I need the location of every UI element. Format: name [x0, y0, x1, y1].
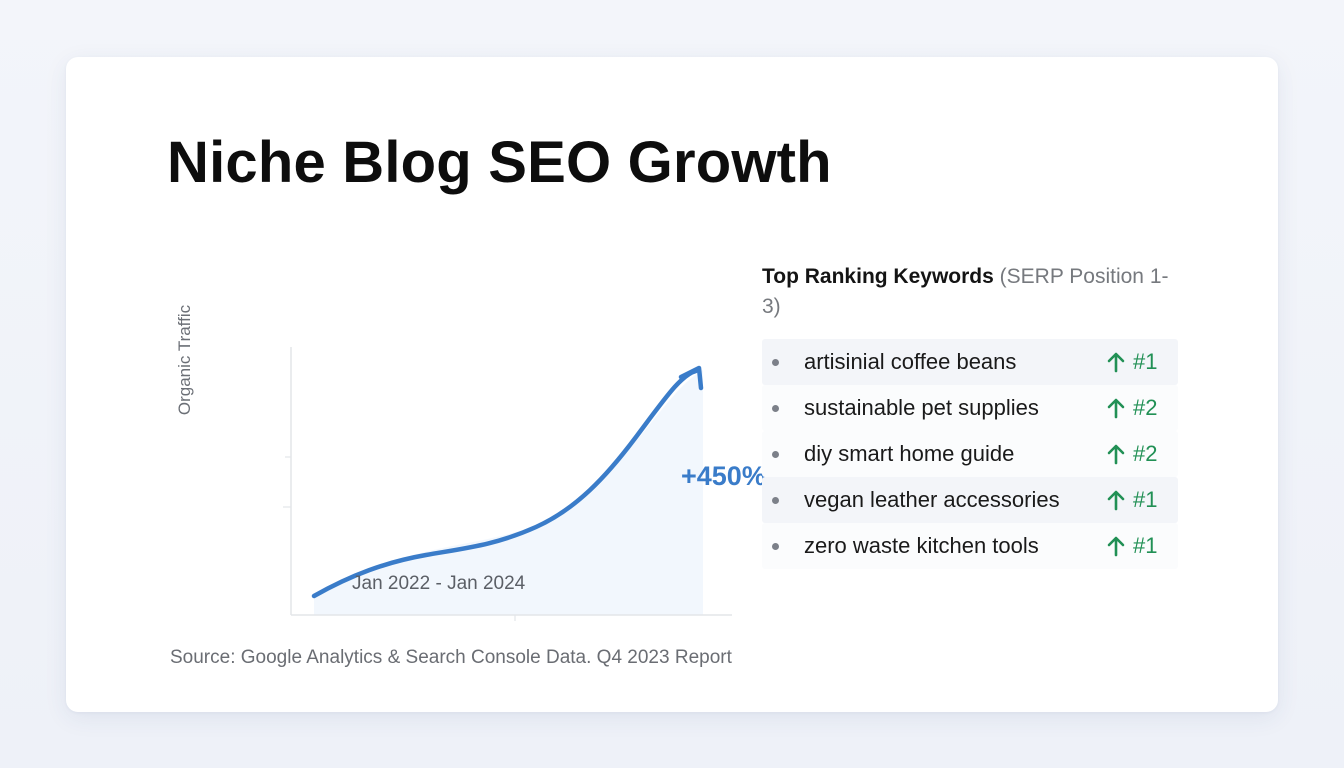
keyword-row: diy smart home guide #2 [762, 431, 1178, 477]
keyword-row: vegan leather accessories #1 [762, 477, 1178, 523]
rank-value: #1 [1133, 533, 1158, 558]
arrow-up-icon [1107, 352, 1125, 373]
keyword-rank: #1 [1106, 533, 1178, 559]
page-title: Niche Blog SEO Growth [167, 130, 832, 195]
chart-plot [283, 347, 732, 621]
keyword-row: zero waste kitchen tools #1 [762, 523, 1178, 569]
traffic-chart: Organic Traffic Jan 2022 - Jan 2024 +450… [166, 257, 766, 621]
keywords-list: artisinial coffee beans #1 sustainable p… [762, 339, 1178, 569]
report-card: Niche Blog SEO Growth Organic Traffic Ja… [66, 57, 1278, 712]
arrow-up-icon [1107, 398, 1125, 419]
area-fill [314, 370, 703, 615]
arrow-head-icon [678, 365, 704, 391]
source-note: Source: Google Analytics & Search Consol… [170, 647, 732, 668]
keywords-heading-subtitle: (SERP Position 1-3) [762, 265, 1169, 318]
x-axis-label: Jan 2022 - Jan 2024 [352, 573, 526, 594]
bullet-icon [772, 404, 779, 412]
bullet-icon [772, 358, 779, 366]
keyword-rank: #1 [1106, 487, 1178, 513]
keywords-heading: Top Ranking Keywords (SERP Position 1-3) [762, 262, 1182, 322]
keyword-row: sustainable pet supplies #2 [762, 385, 1178, 431]
arrow-up-icon [1107, 444, 1125, 465]
keyword-row: artisinial coffee beans #1 [762, 339, 1178, 385]
keyword-text: vegan leather accessories [804, 487, 1060, 512]
arrow-up-icon [1107, 490, 1125, 511]
growth-badge: +450% [681, 461, 766, 491]
bullet-icon [772, 496, 779, 504]
keyword-text: sustainable pet supplies [804, 395, 1039, 420]
keyword-rank: #1 [1106, 349, 1178, 375]
keywords-heading-bold: Top Ranking Keywords [762, 265, 994, 288]
rank-value: #1 [1133, 349, 1158, 374]
rank-value: #2 [1133, 395, 1158, 420]
keyword-text: artisinial coffee beans [804, 349, 1017, 374]
rank-value: #2 [1133, 441, 1158, 466]
keywords-panel: Top Ranking Keywords (SERP Position 1-3)… [762, 262, 1182, 569]
bullet-icon [772, 450, 779, 458]
keyword-rank: #2 [1106, 395, 1178, 421]
rank-value: #1 [1133, 487, 1158, 512]
keyword-text: diy smart home guide [804, 441, 1015, 466]
trend-line [311, 368, 699, 599]
arrow-up-icon [1107, 536, 1125, 557]
bullet-icon [772, 542, 779, 550]
keyword-rank: #2 [1106, 441, 1178, 467]
y-axis-label: Organic Traffic [175, 304, 194, 416]
keyword-text: zero waste kitchen tools [804, 533, 1039, 558]
